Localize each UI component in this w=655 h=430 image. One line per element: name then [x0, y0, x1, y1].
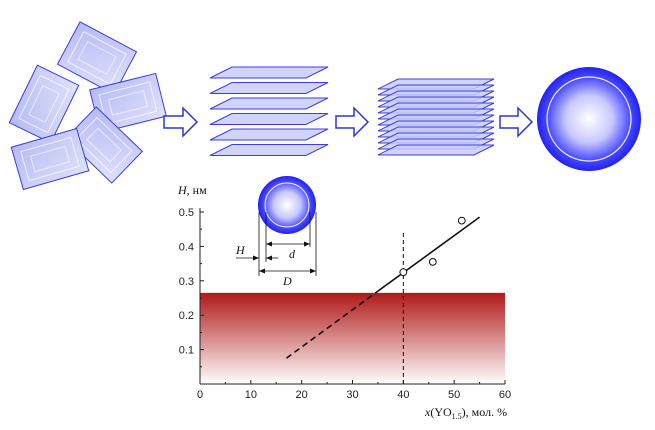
x-tick-label: 20	[296, 389, 308, 401]
plate	[89, 72, 167, 134]
plate	[209, 128, 329, 141]
data-points	[399, 216, 466, 277]
label-d: d	[289, 247, 296, 261]
y-tick-label: 0.4	[179, 241, 194, 253]
sphere-icon	[537, 67, 641, 171]
y-tick-label: 0.5	[179, 207, 194, 219]
dense-plate-stack	[377, 78, 495, 156]
plate	[377, 144, 495, 156]
dimension-arrowheads	[259, 268, 316, 274]
right-arrow-icon	[163, 106, 199, 138]
y-tick-label: 0.3	[179, 276, 194, 288]
x-tick-label: 60	[499, 389, 511, 401]
stability-band	[200, 292, 505, 384]
x-axis-ticks: 0 10 20 30 40 50 60	[197, 380, 511, 401]
right-arrow-icon	[499, 106, 534, 138]
x-tick-label: 50	[448, 389, 460, 401]
plate	[209, 113, 329, 125]
label-D: D	[282, 274, 292, 288]
y-axis-ticks: 0.1 0.2 0.3 0.4 0.5	[179, 207, 204, 368]
sphere-icon	[258, 176, 316, 234]
plate	[10, 127, 90, 191]
x-tick-label: 10	[245, 389, 257, 401]
dimension-arrowheads	[253, 255, 272, 261]
plate	[209, 97, 329, 110]
data-point	[457, 216, 466, 225]
data-point	[399, 268, 408, 277]
y-axis-title: H, нм	[177, 183, 207, 197]
scattered-plates	[8, 21, 167, 191]
label-H: H	[235, 243, 246, 257]
fit-line	[377, 216, 481, 292]
plate	[8, 64, 80, 144]
y-tick-label: 0.1	[179, 345, 194, 357]
chart-plot: 0 10 20 30 40 50 60 0.1 0.2 0.3 0.4 0.5 H, нм x(YO…	[177, 183, 511, 421]
plate	[64, 106, 144, 184]
x-tick-label: 30	[346, 389, 358, 401]
loose-plate-stack	[209, 66, 329, 156]
data-point	[428, 257, 437, 266]
inset-particle-diagram: H d D	[235, 176, 317, 288]
plate	[56, 21, 138, 95]
plate	[209, 66, 329, 79]
x-tick-label: 0	[197, 389, 203, 401]
right-arrow-icon	[335, 106, 370, 138]
y-tick-label: 0.2	[179, 310, 194, 322]
x-axis-title: x(YO1.5), мол. %	[424, 405, 507, 421]
plate	[209, 82, 329, 94]
x-tick-label: 40	[397, 389, 409, 401]
fit-line-extrapolated	[285, 290, 379, 359]
plate	[209, 144, 329, 156]
